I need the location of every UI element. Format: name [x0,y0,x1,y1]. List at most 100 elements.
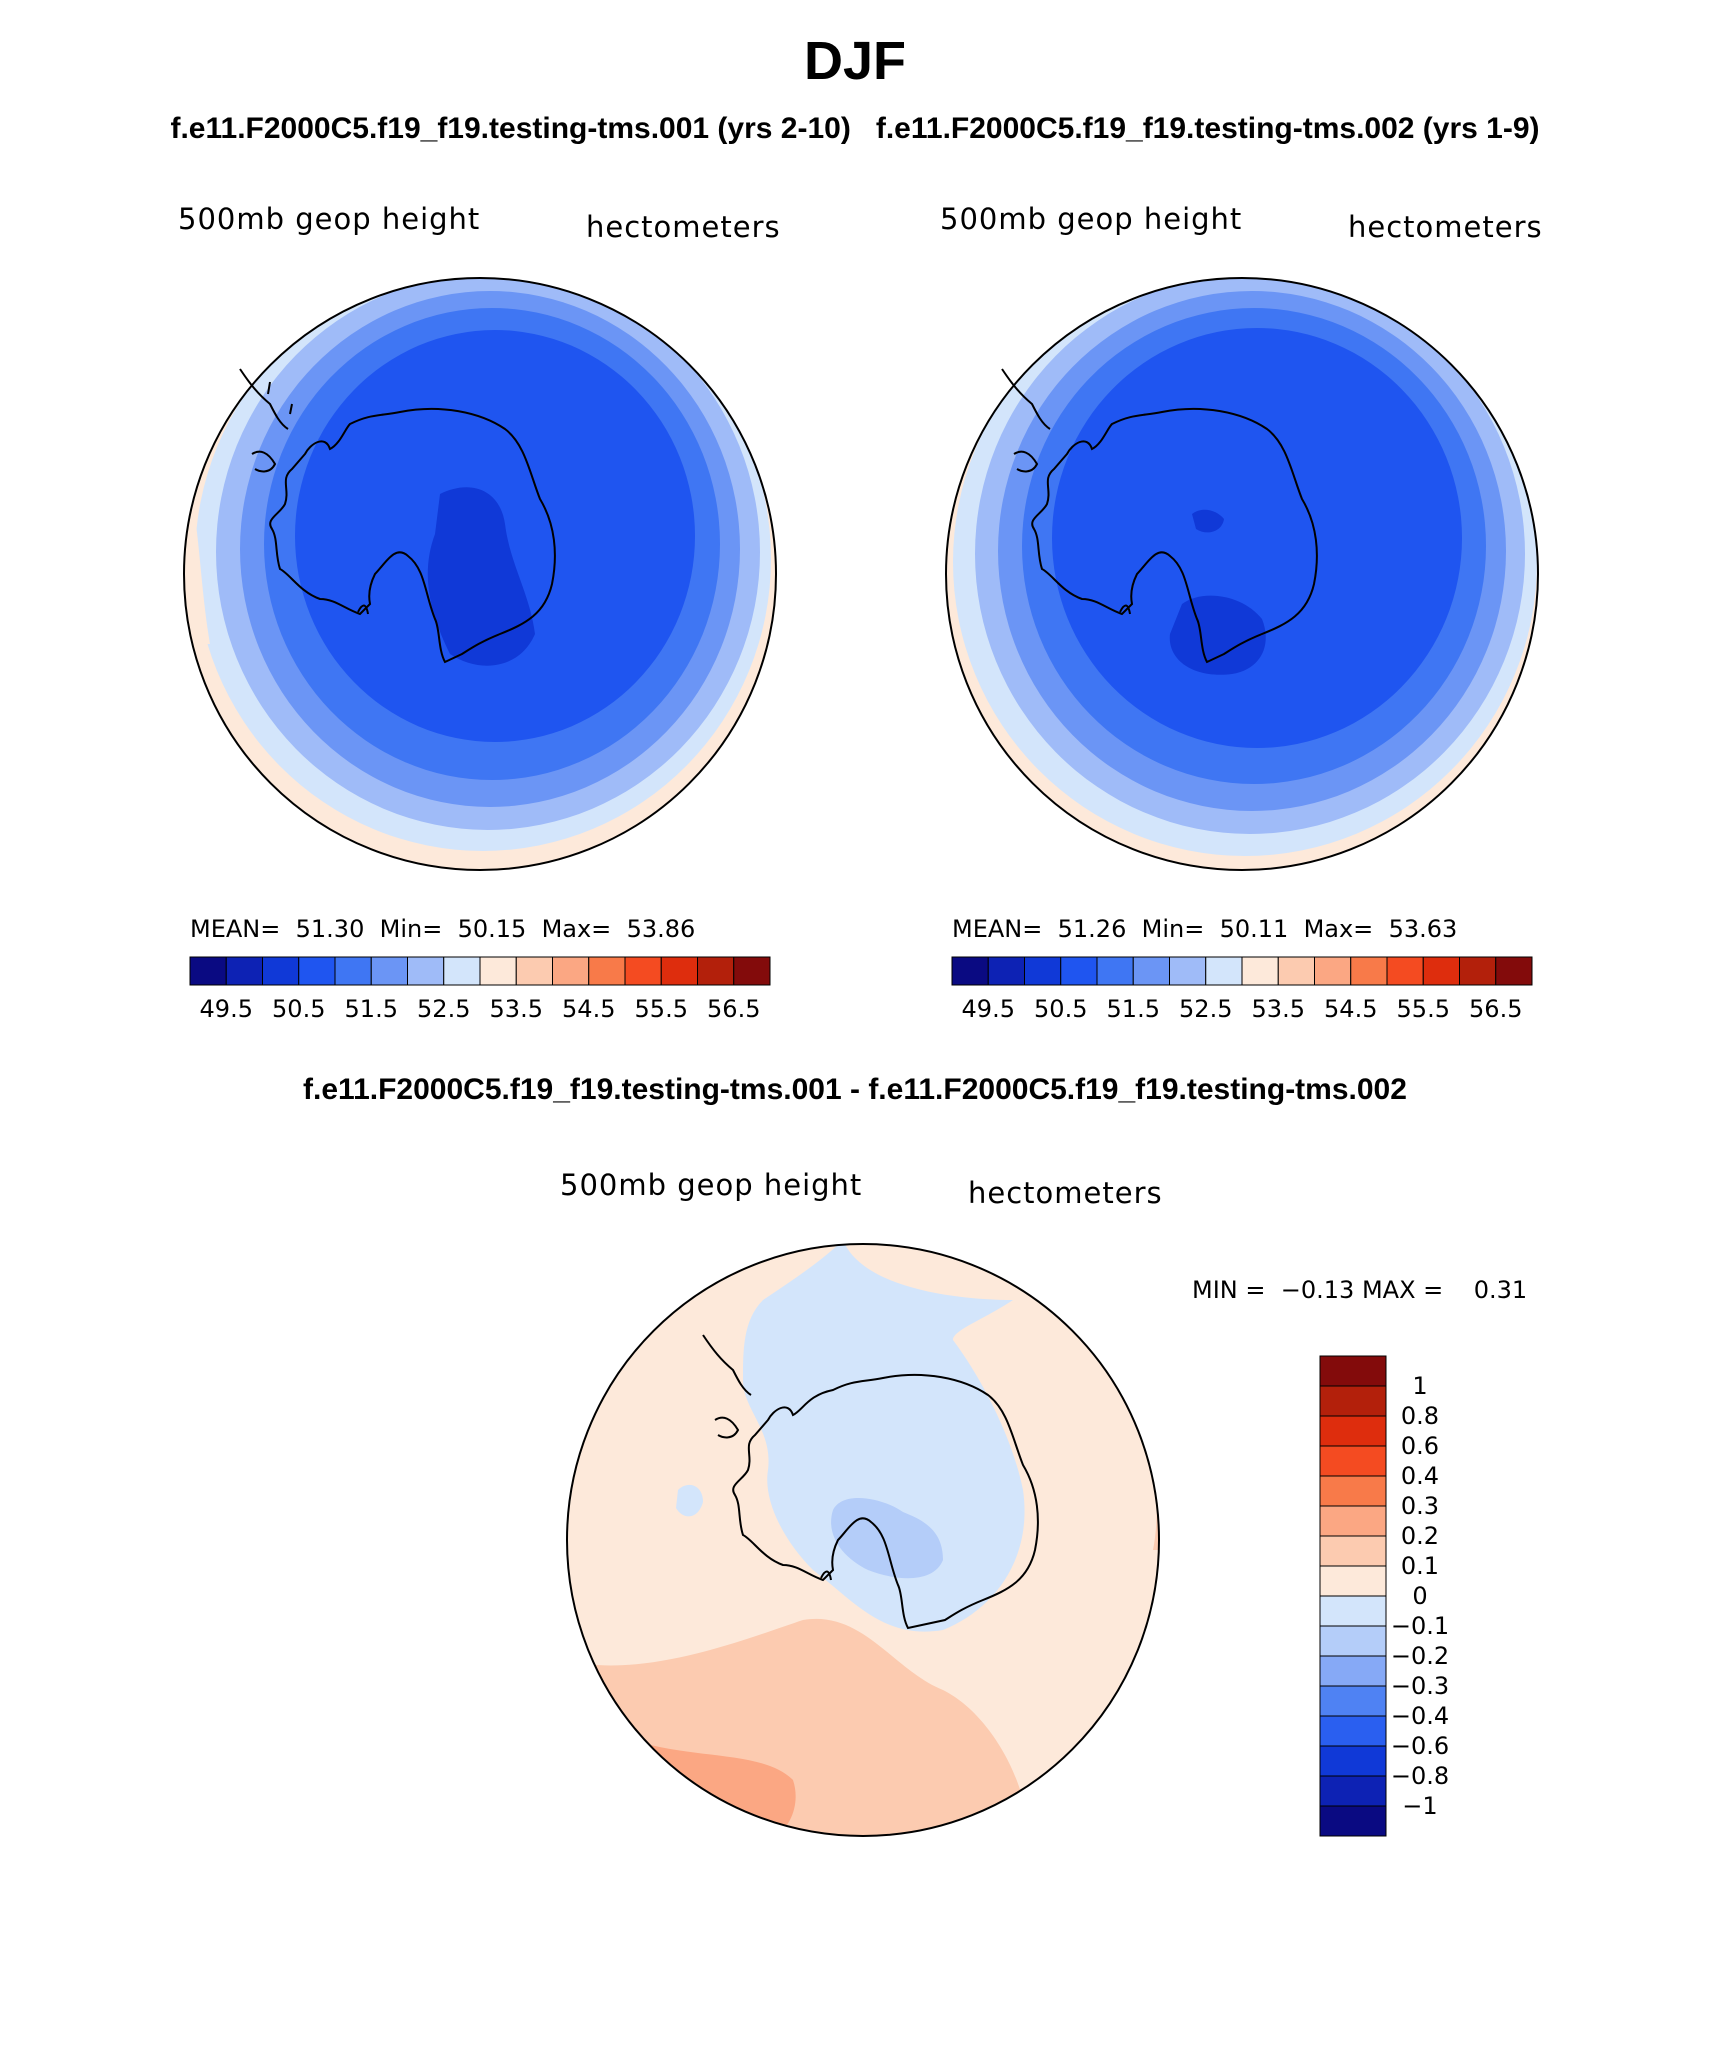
colorbar-box [697,956,735,986]
panel2-mean-value: 51.26 [1057,915,1127,943]
colorbar-tick-label: 0.6 [1401,1432,1439,1460]
panel2-stats: MEAN= 51.26 Min= 50.11 Max= 53.63 [952,915,1457,943]
colorbar-tick-label: −0.8 [1391,1762,1449,1790]
panel2-max-label: Max= [1303,915,1374,943]
colorbar-box [1319,1625,1387,1657]
colorbar-box [262,956,300,986]
panel2-max-value: 53.63 [1388,915,1458,943]
colorbar-tick-label: 52.5 [1179,995,1232,1023]
colorbar-tick-label: 49.5 [962,995,1015,1023]
colorbar-box [1132,956,1170,986]
colorbar-tick-label: 1 [1412,1372,1427,1400]
colorbar-box [1169,956,1207,986]
colorbar-tick-label: 0 [1412,1582,1427,1610]
colorbar-box [1495,956,1533,986]
colorbar-box [515,956,553,986]
panel1-max-value: 53.86 [626,915,696,943]
colorbar-tick-label: −1 [1402,1792,1437,1820]
left-panel-title: f.e11.F2000C5.f19_f19.testing-tms.001 (y… [170,112,851,145]
colorbar-tick-label: 53.5 [490,995,543,1023]
colorbar-tick-label: −0.4 [1391,1702,1449,1730]
panel1-colorbar: 49.5 50.5 51.5 52.5 53.5 54.5 55.5 56.5 [189,956,771,1023]
diff-max-label: MAX = [1361,1276,1444,1304]
colorbar-box [1096,956,1134,986]
colorbar-box [1241,956,1279,986]
panel1-min-value: 50.15 [457,915,527,943]
panel-titles: f.e11.F2000C5.f19_f19.testing-tms.001 (y… [0,112,1710,146]
colorbar-tick-label: −0.3 [1391,1672,1449,1700]
colorbar-tick-label: 53.5 [1252,995,1305,1023]
colorbar-tick-label: 0.8 [1401,1402,1439,1430]
colorbar-box [1277,956,1315,986]
colorbar-box [1350,956,1388,986]
panel1-max-label: Max= [541,915,612,943]
diff-variable-label: 500mb geop height [560,1168,863,1202]
colorbar-box [1205,956,1243,986]
diff-minmax: MIN = −0.13 MAX = 0.31 [1192,1276,1527,1304]
colorbar-box [370,956,408,986]
colorbar-box [1024,956,1062,986]
colorbar-tick-label: 49.5 [200,995,253,1023]
panel2-min-value: 50.11 [1219,915,1289,943]
diff-min-label: MIN = [1192,1276,1266,1304]
colorbar-box [1060,956,1098,986]
colorbar-tick-label: −0.2 [1391,1642,1449,1670]
colorbar-tick-label: 56.5 [707,995,760,1023]
colorbar-box [189,956,227,986]
difference-colorbar: 10.80.60.40.30.20.10−0.1−0.2−0.3−0.4−0.6… [1319,1355,1449,1837]
colorbar-box [334,956,372,986]
right-panel-title: f.e11.F2000C5.f19_f19.testing-tms.002 (y… [875,112,1540,145]
colorbar-box [1319,1775,1387,1807]
colorbar-box [552,956,590,986]
colorbar-box [1319,1475,1387,1507]
colorbar-box [1319,1805,1387,1837]
colorbar-box [987,956,1025,986]
antarctica-coastline [269,407,556,664]
panel1-min-label: Min= [379,915,443,943]
colorbar-box [1319,1715,1387,1747]
colorbar-box [443,956,481,986]
colorbar-box [1319,1505,1387,1537]
panel2-map [945,277,1539,871]
colorbar-tick-label: 51.5 [1107,995,1160,1023]
colorbar-box [1319,1655,1387,1687]
colorbar-box [1319,1445,1387,1477]
colorbar-tick-label: 55.5 [635,995,688,1023]
colorbar-box [1319,1355,1387,1387]
colorbar-box [479,956,517,986]
colorbar-box [1319,1685,1387,1717]
difference-title: f.e11.F2000C5.f19_f19.testing-tms.001 - … [303,1073,1407,1106]
colorbar-tick-label: −0.1 [1391,1612,1449,1640]
diff-max-value: 0.31 [1473,1276,1528,1304]
colorbar-box [1314,956,1352,986]
colorbar-box [733,956,771,986]
colorbar-box [225,956,263,986]
colorbar-box [1319,1595,1387,1627]
colorbar-box [1319,1745,1387,1777]
diff-units-label: hectometers [968,1176,1163,1210]
panel2-mean-label: MEAN= [952,915,1043,943]
panel1-variable-label: 500mb geop height [178,202,481,236]
colorbar-tick-label: 51.5 [345,995,398,1023]
colorbar-box [660,956,698,986]
colorbar-box [1422,956,1460,986]
colorbar-box [588,956,626,986]
colorbar-box [1319,1415,1387,1447]
panel2-min-label: Min= [1141,915,1205,943]
colorbar-box [407,956,445,986]
colorbar-box [951,956,989,986]
colorbar-tick-label: 54.5 [562,995,615,1023]
colorbar-tick-label: 0.2 [1401,1522,1439,1550]
panel2-units-label: hectometers [1348,210,1543,244]
panel1-stats: MEAN= 51.30 Min= 50.15 Max= 53.86 [190,915,695,943]
colorbar-tick-label: 55.5 [1397,995,1450,1023]
colorbar-box [1386,956,1424,986]
panel2-variable-label: 500mb geop height [940,202,1243,236]
colorbar-tick-label: 54.5 [1324,995,1377,1023]
colorbar-tick-label: 0.1 [1401,1552,1439,1580]
colorbar-box [1459,956,1497,986]
figure-title: DJF [803,31,906,91]
panel1-mean-value: 51.30 [295,915,365,943]
colorbar-tick-label: −0.6 [1391,1732,1449,1760]
colorbar-box [624,956,662,986]
